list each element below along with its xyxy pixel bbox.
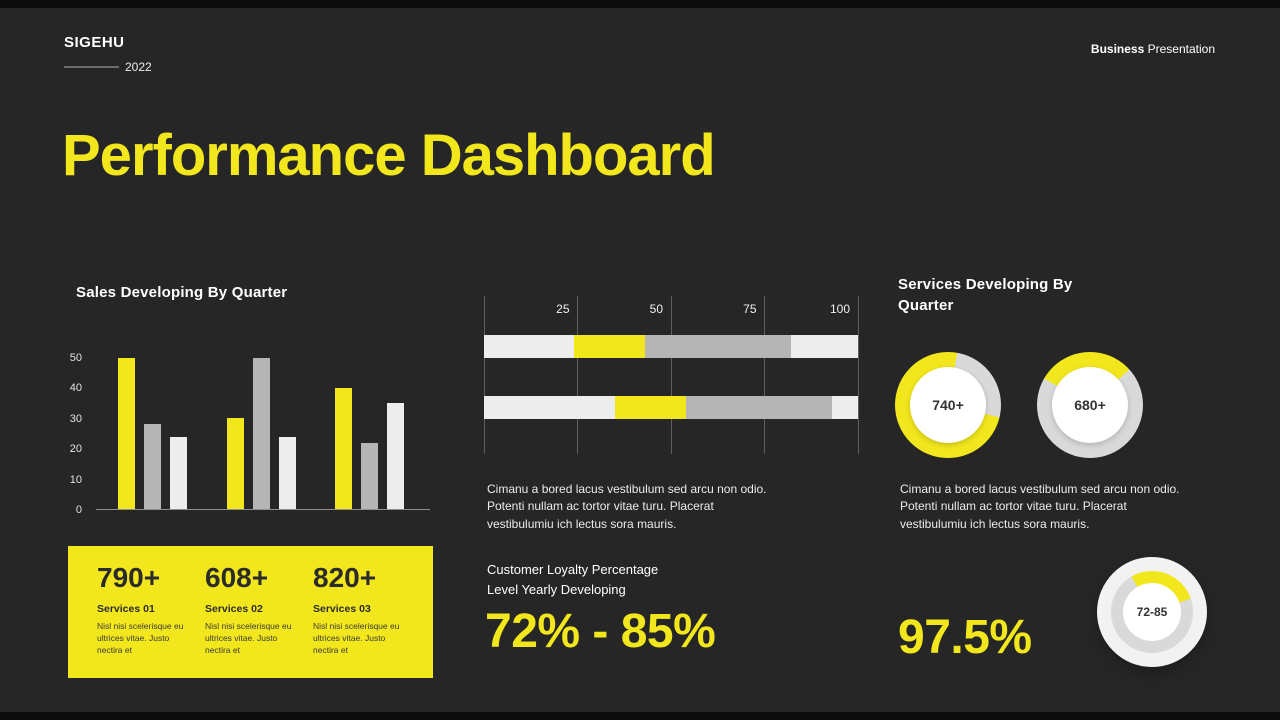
sales-section-heading: Sales Developing By Quarter	[76, 284, 288, 301]
brand-year: 2022	[125, 60, 152, 74]
sales-chart-y-axis: 50 40 30 20 10 0	[56, 352, 88, 516]
donut-center-label-740: 740+	[910, 367, 986, 443]
gauge-chart: 72-85	[1097, 557, 1207, 667]
top-letterbox-strip	[0, 0, 1280, 8]
brand-divider-line	[64, 66, 119, 68]
stacked-bar	[484, 396, 858, 419]
bar	[170, 436, 187, 509]
bottom-letterbox-strip	[0, 712, 1280, 720]
donut-center-label-680: 680+	[1052, 367, 1128, 443]
bar-group-q3	[335, 358, 404, 509]
bar	[226, 418, 244, 509]
donut-chart-680: 680+	[1037, 352, 1143, 458]
bar	[335, 388, 352, 509]
stat-value: 608+	[205, 562, 269, 593]
x-tick-label: 50	[649, 302, 663, 316]
loyalty-heading: Customer Loyalty Percentage Level Yearly…	[487, 562, 659, 598]
stat-label: Services 03	[313, 603, 371, 615]
bar	[252, 358, 270, 509]
stat-column: 790+ Services 01 Nisl nisi scelerisque e…	[97, 564, 193, 678]
stat-description: Nisl nisi scelerisque eu ultrices vitae.…	[97, 621, 184, 655]
bar-segment	[484, 396, 615, 419]
x-tick-label: 75	[743, 302, 757, 316]
bar-segment	[685, 396, 832, 419]
gridline	[764, 296, 765, 454]
gridline	[670, 296, 672, 454]
progress-hbar-chart: 25 50 75 100	[483, 296, 859, 454]
bar-segment	[644, 335, 791, 358]
bar-segment	[831, 396, 858, 419]
bar	[278, 436, 296, 509]
bar	[361, 442, 378, 509]
bar-segment	[573, 335, 645, 358]
middle-paragraph: Cimanu a bored lacus vestibulum sed arcu…	[487, 482, 767, 531]
gridline	[577, 296, 578, 454]
bar	[144, 424, 161, 509]
sales-bar-chart	[96, 358, 430, 510]
bar-group-q1	[118, 358, 187, 509]
tagline-regular: Presentation	[1144, 42, 1215, 56]
stacked-bar	[484, 335, 858, 358]
gauge-center-label: 72-85	[1123, 583, 1181, 641]
bar	[387, 403, 404, 509]
services-section-heading: Services Developing By Quarter	[898, 276, 1073, 314]
y-tick-label: 40	[69, 382, 82, 395]
loyalty-range-value: 72% - 85%	[485, 605, 716, 658]
donut-chart-740: 740+	[895, 352, 1001, 458]
bar-segment	[614, 396, 686, 419]
stat-label: Services 01	[97, 603, 155, 615]
bar	[118, 358, 135, 509]
x-tick-label: 25	[556, 302, 570, 316]
x-tick-label: 100	[829, 302, 850, 316]
y-tick-label: 30	[69, 412, 82, 425]
stat-label: Services 02	[205, 603, 263, 615]
y-tick-label: 0	[75, 504, 82, 516]
stat-column: 608+ Services 02 Nisl nisi scelerisque e…	[205, 564, 301, 678]
header-tagline: Business Presentation	[1091, 42, 1215, 56]
y-tick-label: 20	[69, 443, 82, 456]
stat-value: 790+	[97, 562, 161, 593]
stat-description: Nisl nisi scelerisque eu ultrices vitae.…	[205, 621, 292, 655]
services-paragraph: Cimanu a bored lacus vestibulum sed arcu…	[900, 482, 1180, 531]
gridline	[857, 296, 859, 454]
stat-value: 820+	[313, 562, 377, 593]
tagline-bold: Business	[1090, 42, 1145, 56]
services-big-value: 97.5%	[898, 611, 1032, 664]
bar-segment	[484, 335, 574, 358]
y-tick-label: 10	[69, 473, 82, 486]
services-stats-box: 790+ Services 01 Nisl nisi scelerisque e…	[68, 546, 433, 678]
gridline	[483, 296, 485, 454]
brand-block: SIGEHU 2022	[64, 34, 152, 74]
page-title: Performance Dashboard	[62, 123, 716, 188]
bar-segment	[790, 335, 858, 358]
bar-group-q2	[226, 358, 296, 509]
brand-name: SIGEHU	[64, 34, 125, 51]
stat-description: Nisl nisi scelerisque eu ultrices vitae.…	[313, 621, 400, 655]
gauge-donut: 72-85	[1111, 571, 1193, 653]
y-tick-label: 50	[69, 352, 82, 364]
stat-column: 820+ Services 03 Nisl nisi scelerisque e…	[313, 564, 409, 678]
